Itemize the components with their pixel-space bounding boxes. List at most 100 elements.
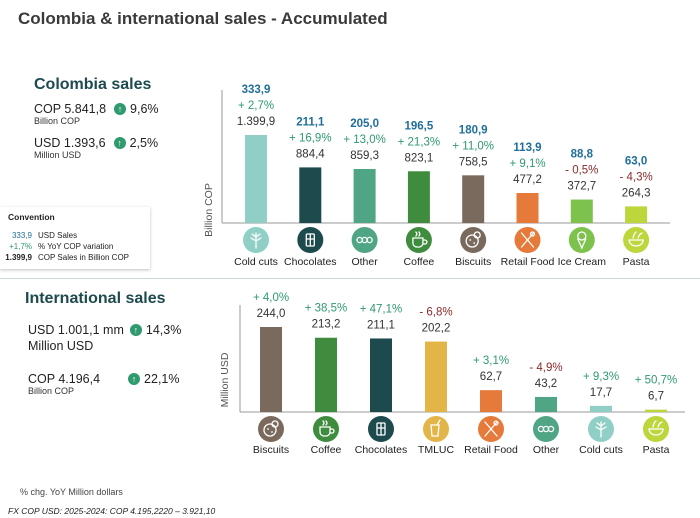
value-label-coffee: 823,1 (405, 152, 434, 164)
bar-tmluc (425, 341, 447, 412)
value-label-tmluc: 202,2 (422, 323, 451, 335)
bar-pasta (625, 206, 648, 223)
category-label-pasta: Pasta (643, 444, 670, 456)
variation-label-ice-cream: - 0,5% (565, 165, 598, 177)
chocolates-icon (297, 227, 324, 253)
variation-label-tmluc: - 6,8% (419, 307, 452, 319)
value-label-other: 859,3 (350, 150, 379, 162)
value-label-biscuits: 244,0 (257, 308, 286, 320)
category-label-other: Other (351, 256, 378, 268)
page-title: Colombia & international sales - Accumul… (18, 9, 388, 28)
value-label-chocolates: 884,4 (296, 148, 325, 160)
variation-label-coffee: + 38,5% (305, 303, 348, 315)
category-label-cold-cuts: Cold cuts (579, 444, 623, 456)
cold-cuts-icon (243, 227, 269, 253)
usd-label-cold-cuts: 333,9 (242, 84, 271, 96)
variation-label-pasta: - 4,3% (619, 171, 652, 183)
other-icon (533, 416, 559, 442)
pasta-icon (643, 416, 669, 442)
colombia-heading: Colombia sales (34, 76, 152, 93)
convention-label: COP Sales in Billion COP (38, 253, 129, 262)
variation-label-chocolates: + 47,1% (360, 303, 403, 315)
bar-chocolates (299, 167, 322, 223)
category-label-biscuits: Biscuits (253, 444, 289, 456)
kpi-value: COP 5.841,8 (34, 102, 107, 116)
variation-label-cold-cuts: + 2,7% (238, 100, 274, 112)
bar-pasta (645, 409, 667, 412)
convention-label: % YoY COP variation (38, 242, 114, 251)
other-icon (351, 227, 378, 253)
bar-biscuits (462, 175, 485, 223)
variation-label-pasta: + 50,7% (635, 375, 678, 387)
bar-coffee (315, 337, 337, 412)
usd-label-biscuits: 180,9 (459, 124, 488, 136)
value-label-cold-cuts: 17,7 (590, 387, 612, 399)
variation-label-retail-food: + 3,1% (473, 355, 509, 367)
kpi-pct: 14,3% (145, 323, 182, 337)
fx-note: FX COP USD: 2025-2024: COP 4.195,2220 – … (8, 506, 216, 516)
international-sales-chart: Million USD 244,0 + 4,0% Biscuits 213,2 + 38,… (219, 292, 685, 456)
value-label-retail-food: 62,7 (480, 371, 502, 383)
retail-food-icon (514, 227, 541, 253)
arrow-up-icon: ↑ (129, 324, 142, 336)
usd-label-chocolates: 211,1 (296, 116, 325, 128)
bar-chocolates (370, 338, 392, 412)
bar-coffee (407, 171, 430, 223)
variation-label-cold-cuts: + 9,3% (583, 371, 619, 383)
category-label-tmluc: TMLUC (418, 444, 455, 456)
category-label-retail-food: Retail Food (501, 256, 555, 268)
category-label-ice-cream: Ice Cream (558, 256, 607, 268)
convention-label: USD Sales (38, 231, 78, 240)
variation-label-biscuits: + 11,0% (452, 140, 494, 152)
convention-row-usd: 333,9 USD Sales (0, 231, 77, 240)
usd-label-ice-cream: 88,8 (571, 149, 594, 161)
category-label-pasta: Pasta (623, 256, 650, 268)
coffee-icon (313, 416, 339, 442)
biscuits-icon (258, 416, 284, 442)
cold-cuts-icon (588, 416, 614, 442)
bar-other (535, 396, 557, 412)
bar-ice-cream (570, 199, 593, 223)
value-label-pasta: 6,7 (648, 391, 664, 403)
category-label-retail-food: Retail Food (464, 444, 518, 456)
colombia-sales-chart: Billion COP 1.399,9 + 2,7% 333,9 Cold cuts 88… (203, 84, 670, 268)
kpi-unit: Billion COP (34, 116, 81, 126)
arrow-up-icon: ↑ (128, 373, 141, 385)
bar-biscuits (260, 327, 282, 412)
variation-label-retail-food: + 9,1% (509, 158, 545, 170)
bar-retail-food (480, 390, 502, 412)
value-label-pasta: 264,3 (622, 187, 651, 199)
kpi-unit: Billion COP (28, 386, 75, 396)
convention-row-cop: 1.399,9 COP Sales in Billion COP (0, 253, 129, 262)
bar-other (353, 168, 376, 223)
ice-cream-icon (568, 227, 595, 253)
colombia-kpi-usd: USD 1.393,6 ↑ 2,5% Million USD (34, 136, 158, 160)
usd-label-retail-food: 113,9 (513, 142, 541, 154)
convention-value: +1,7% (9, 242, 32, 251)
bar-retail-food (516, 193, 539, 223)
kpi-value: COP 4.196,4 (28, 372, 101, 386)
usd-label-pasta: 63,0 (625, 155, 647, 167)
category-label-coffee: Coffee (404, 256, 435, 268)
international-kpi-usd: USD 1.001,1 mm ↑ 14,3% Million USD (28, 323, 181, 353)
value-label-other: 43,2 (535, 378, 557, 390)
kpi-value: USD 1.001,1 mm (28, 323, 124, 337)
category-label-coffee: Coffee (311, 444, 342, 456)
convention-title: Convention (8, 212, 55, 222)
value-label-biscuits: 758,5 (459, 156, 488, 168)
kpi-unit: Million USD (28, 339, 94, 353)
value-label-ice-cream: 372,7 (567, 181, 596, 193)
kpi-unit: Million USD (34, 150, 82, 160)
kpi-pct: 2,5% (129, 136, 159, 150)
international-heading: International sales (25, 290, 166, 307)
y-axis-label: Billion COP (203, 183, 215, 237)
convention-value: 333,9 (11, 231, 32, 240)
variation-label-coffee: + 21,3% (398, 136, 441, 148)
variation-label-chocolates: + 16,9% (289, 132, 332, 144)
biscuits-icon (460, 227, 487, 253)
convention-value: 1.399,9 (5, 253, 32, 262)
retail-food-icon (478, 416, 504, 442)
variation-label-other: - 4,9% (529, 362, 562, 374)
footer-note: % chg. YoY Million dollars (20, 487, 123, 497)
